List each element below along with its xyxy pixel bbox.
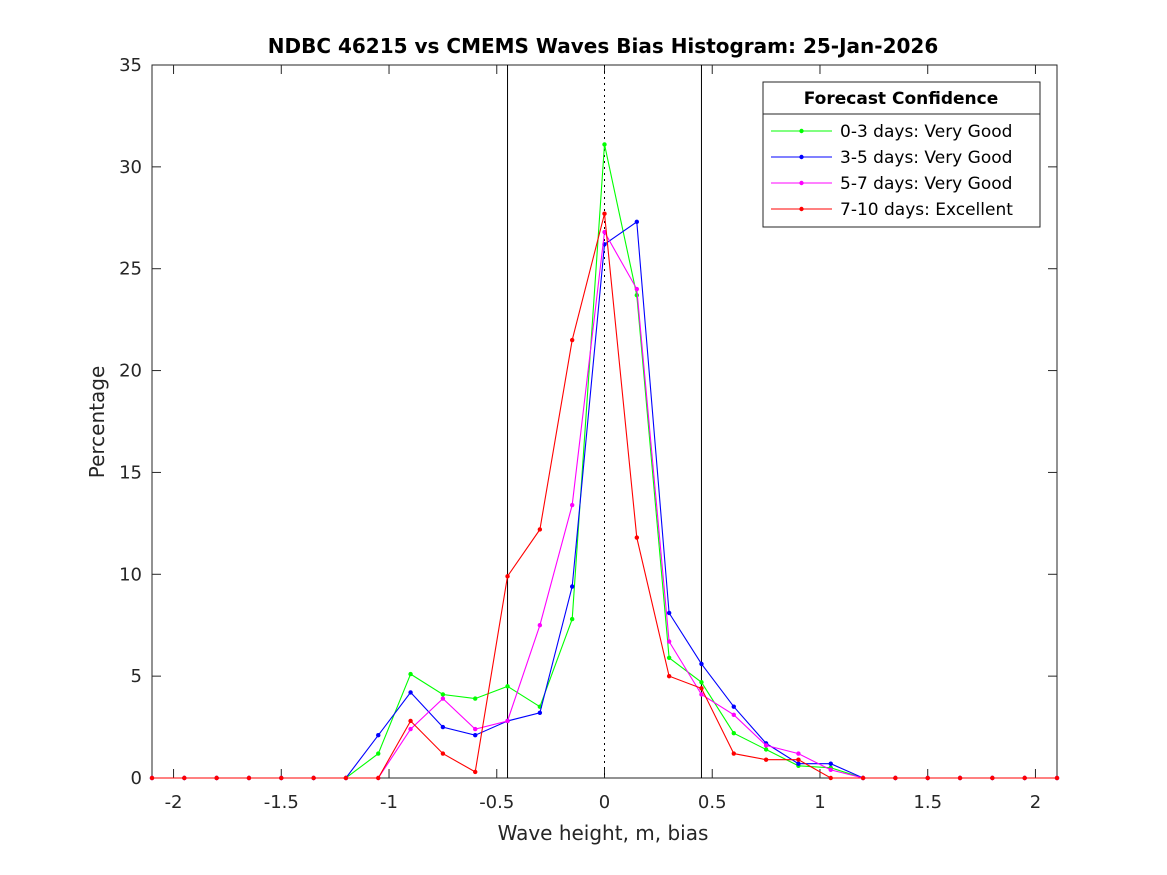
data-point — [408, 726, 413, 732]
data-point — [1054, 775, 1060, 781]
data-point — [763, 743, 769, 748]
data-point — [473, 726, 478, 732]
data-point — [569, 616, 575, 622]
data-point — [634, 219, 640, 225]
y-tick-label: 15 — [119, 462, 142, 483]
data-point — [440, 724, 446, 730]
y-tick-label: 25 — [119, 259, 142, 280]
x-axis-label: Wave height, m, bias — [498, 821, 709, 845]
legend-label-2: 3-5 days: Very Good — [840, 148, 1012, 168]
data-point — [763, 747, 769, 752]
y-axis-label: Percentage — [85, 366, 109, 479]
y-tick-label: 5 — [131, 666, 142, 687]
chart-title: NDBC 46215 vs CMEMS Waves Bias Histogram… — [268, 34, 939, 58]
x-tick-label: 0.5 — [698, 792, 727, 813]
data-point — [731, 712, 736, 718]
y-tick-label: 20 — [119, 361, 142, 382]
data-point — [925, 775, 930, 781]
data-point — [279, 775, 284, 781]
data-point — [537, 623, 543, 628]
data-point — [505, 684, 510, 689]
data-point — [957, 775, 963, 781]
legend-marker-2 — [799, 154, 804, 160]
data-point — [893, 775, 898, 781]
data-point — [376, 751, 381, 756]
data-point — [569, 584, 575, 589]
data-point — [796, 757, 801, 762]
data-point — [990, 775, 995, 781]
legend-title: Forecast Confidence — [804, 89, 999, 109]
data-point — [602, 142, 607, 147]
x-tick-label: 2 — [1030, 792, 1041, 813]
data-point — [440, 751, 446, 756]
data-point — [602, 229, 607, 235]
data-point — [149, 775, 155, 781]
data-point — [699, 692, 704, 697]
data-point — [699, 686, 704, 691]
data-point — [828, 775, 833, 781]
legend-marker-1 — [799, 128, 804, 134]
x-tick-label: -2 — [165, 792, 183, 813]
legend-label-3: 5-7 days: Very Good — [840, 174, 1012, 194]
data-point — [699, 661, 704, 667]
x-tick-label: -0.5 — [479, 792, 514, 813]
legend: Forecast Confidence 0-3 days: Very Good 3… — [762, 81, 1041, 228]
legend-marker-3 — [799, 180, 804, 186]
data-point — [828, 761, 833, 766]
data-point — [634, 535, 640, 540]
data-point — [763, 757, 769, 762]
data-point — [408, 690, 413, 695]
data-point — [214, 775, 219, 781]
data-point — [569, 502, 575, 508]
y-tick-label: 10 — [119, 564, 142, 585]
data-point — [473, 696, 478, 701]
data-point — [311, 775, 316, 781]
data-point — [1022, 775, 1027, 781]
data-point — [505, 718, 510, 724]
x-tick-label: 0 — [599, 792, 610, 813]
data-point — [666, 673, 672, 679]
data-point — [731, 751, 736, 756]
legend-box — [762, 81, 1041, 228]
data-point — [828, 767, 833, 773]
data-point — [699, 680, 704, 685]
y-tick-label: 0 — [131, 768, 142, 789]
x-tick-label: -1.5 — [264, 792, 299, 813]
data-point — [246, 775, 252, 781]
x-tick-label: -1 — [380, 792, 398, 813]
data-point — [602, 211, 607, 216]
data-point — [666, 610, 672, 616]
data-point — [376, 775, 381, 781]
data-point — [731, 730, 736, 736]
data-point — [473, 733, 478, 738]
x-tick-label: 1.5 — [913, 792, 942, 813]
y-tick-label: 35 — [119, 55, 142, 76]
data-point — [537, 527, 543, 532]
data-point — [505, 574, 510, 579]
legend-marker-4 — [799, 206, 804, 212]
data-point — [569, 337, 575, 343]
data-point — [634, 286, 640, 292]
data-point — [666, 639, 672, 644]
data-point — [343, 775, 349, 781]
data-point — [408, 718, 413, 724]
data-point — [731, 704, 736, 709]
x-tick-label: 1 — [814, 792, 825, 813]
data-point — [796, 761, 801, 766]
data-point — [473, 769, 478, 775]
data-point — [440, 692, 446, 697]
data-point — [537, 710, 543, 716]
data-point — [796, 751, 801, 756]
legend-label-1: 0-3 days: Very Good — [840, 122, 1012, 142]
data-point — [376, 733, 381, 738]
y-tick-label: 30 — [119, 157, 142, 178]
data-point — [666, 655, 672, 661]
data-point — [182, 775, 187, 781]
legend-label-4: 7-10 days: Excellent — [840, 200, 1013, 220]
data-point — [860, 775, 866, 781]
data-point — [408, 671, 413, 677]
data-point — [440, 696, 446, 701]
